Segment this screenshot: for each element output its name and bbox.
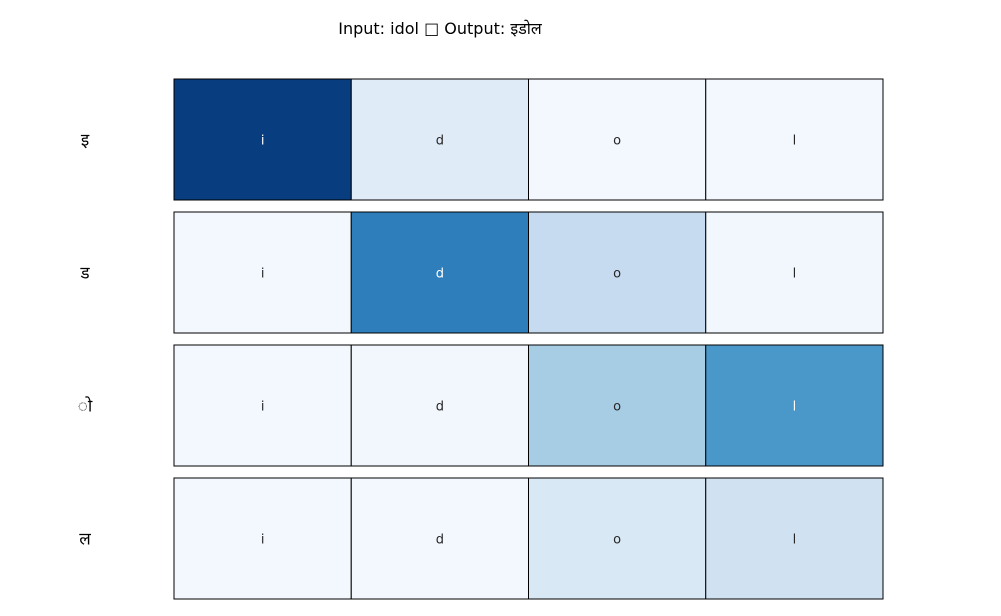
cell-label: i (261, 400, 265, 415)
cell-label: d (436, 533, 444, 548)
heatmap-cell (173, 477, 352, 600)
row-label: ड (79, 264, 90, 284)
cell-label: l (793, 267, 797, 282)
row-label: ल (79, 530, 91, 550)
cell-label: d (436, 134, 444, 149)
cell-label: d (436, 267, 444, 282)
cell-label: l (793, 134, 797, 149)
heatmap-cell (705, 211, 884, 334)
cell-label: o (613, 134, 621, 149)
heatmap-cell (528, 211, 707, 334)
heatmap-cell (173, 344, 352, 467)
heatmap-cell (350, 344, 529, 467)
cell-label: l (793, 533, 797, 548)
heatmap-cell (528, 344, 707, 467)
cell-label: o (613, 400, 621, 415)
row-label: ो (78, 396, 93, 417)
cell-label: i (261, 267, 265, 282)
cell-label: i (261, 134, 265, 149)
heatmap-cell (705, 477, 884, 600)
heatmap-cell (705, 344, 884, 467)
heatmap-cell (173, 211, 352, 334)
cell-label: o (613, 533, 621, 548)
heatmap-cell (705, 78, 884, 201)
heatmap-cell (350, 211, 529, 334)
heatmap-cell (528, 477, 707, 600)
cell-label: i (261, 533, 265, 548)
row-label: इ (81, 131, 90, 151)
cell-label: o (613, 267, 621, 282)
chart-title: Input: idol □ Output: इडोल (338, 19, 542, 38)
cell-label: d (436, 400, 444, 415)
heatmap-cell (350, 477, 529, 600)
cell-label: l (793, 400, 797, 415)
heatmap-cell (350, 78, 529, 201)
